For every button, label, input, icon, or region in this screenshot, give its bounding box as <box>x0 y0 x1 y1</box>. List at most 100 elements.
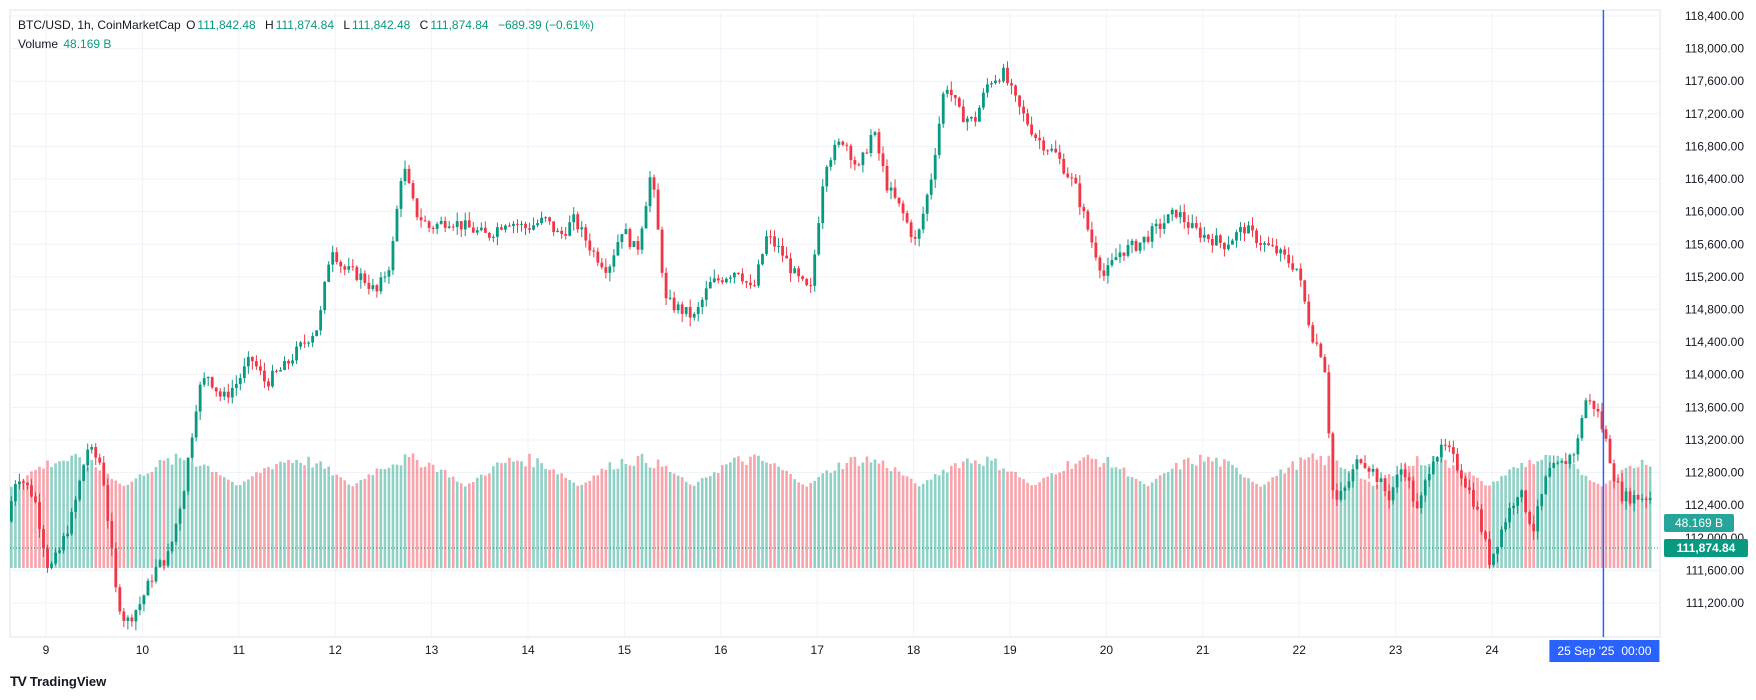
candle[interactable] <box>78 480 82 500</box>
candle[interactable] <box>945 89 949 94</box>
candle[interactable] <box>1435 456 1439 462</box>
candle[interactable] <box>1480 509 1483 532</box>
candle[interactable] <box>323 281 327 311</box>
candle[interactable] <box>118 587 122 612</box>
candle[interactable] <box>1419 495 1423 509</box>
candle[interactable] <box>921 213 925 230</box>
candle[interactable] <box>250 356 254 362</box>
candle[interactable] <box>817 223 821 255</box>
candle[interactable] <box>1383 478 1387 492</box>
candle[interactable] <box>773 236 776 247</box>
candle[interactable] <box>263 370 266 382</box>
candle[interactable] <box>1299 268 1303 281</box>
candle[interactable] <box>214 387 218 392</box>
candle[interactable] <box>592 250 596 252</box>
candle[interactable] <box>303 342 306 344</box>
candle[interactable] <box>58 550 61 553</box>
candle[interactable] <box>1186 222 1190 228</box>
candle[interactable] <box>379 277 383 292</box>
candle[interactable] <box>1399 469 1403 475</box>
candle[interactable] <box>837 141 841 145</box>
candle[interactable] <box>9 501 13 522</box>
candle[interactable] <box>1323 356 1327 373</box>
candle[interactable] <box>291 360 294 364</box>
candle[interactable] <box>1371 468 1375 472</box>
candle[interactable] <box>745 281 748 283</box>
candle[interactable] <box>624 229 628 235</box>
candle[interactable] <box>38 501 41 529</box>
candle[interactable] <box>1114 257 1118 261</box>
candle[interactable] <box>1150 226 1154 242</box>
candle[interactable] <box>150 580 154 582</box>
candle[interactable] <box>411 183 415 199</box>
candle[interactable] <box>905 213 909 223</box>
candle[interactable] <box>18 481 21 485</box>
candle[interactable] <box>990 83 993 85</box>
candle[interactable] <box>1206 234 1210 240</box>
candle[interactable] <box>873 132 877 135</box>
candle[interactable] <box>700 299 704 308</box>
candle[interactable] <box>568 222 572 236</box>
candle[interactable] <box>841 141 845 145</box>
candle[interactable] <box>1054 148 1058 153</box>
candle[interactable] <box>1218 235 1222 243</box>
candle[interactable] <box>1343 487 1347 491</box>
candle[interactable] <box>110 521 114 549</box>
candle[interactable] <box>395 208 399 242</box>
candle[interactable] <box>973 117 977 122</box>
candle[interactable] <box>134 610 138 622</box>
candle[interactable] <box>1472 489 1475 507</box>
candle[interactable] <box>761 254 764 265</box>
candle[interactable] <box>1194 223 1198 228</box>
candle[interactable] <box>1182 212 1186 223</box>
candle[interactable] <box>283 360 286 371</box>
candle[interactable] <box>933 154 937 180</box>
candle[interactable] <box>479 227 483 231</box>
candle[interactable] <box>1034 134 1038 139</box>
candle[interactable] <box>1178 212 1182 218</box>
candle[interactable] <box>1227 244 1230 250</box>
candle[interactable] <box>1504 522 1507 530</box>
candle[interactable] <box>893 187 897 198</box>
candle[interactable] <box>644 206 648 229</box>
candle[interactable] <box>1512 505 1516 509</box>
candle[interactable] <box>1520 490 1524 498</box>
candle[interactable] <box>648 177 652 207</box>
candle[interactable] <box>1600 411 1604 430</box>
candle[interactable] <box>1335 490 1339 500</box>
candle[interactable] <box>917 229 921 239</box>
candle[interactable] <box>1235 232 1238 241</box>
candle[interactable] <box>138 604 142 611</box>
candle[interactable] <box>1162 223 1166 229</box>
candle[interactable] <box>604 267 608 273</box>
candle[interactable] <box>451 226 455 228</box>
candle[interactable] <box>54 552 57 564</box>
candle[interactable] <box>90 447 94 450</box>
candle[interactable] <box>1500 529 1503 547</box>
candle[interactable] <box>351 266 355 268</box>
candle[interactable] <box>1455 453 1459 471</box>
candle[interactable] <box>455 221 459 228</box>
candle[interactable] <box>1022 106 1025 114</box>
candle[interactable] <box>1279 249 1283 254</box>
candle[interactable] <box>1492 553 1495 565</box>
candle[interactable] <box>1102 270 1106 276</box>
candle[interactable] <box>1154 223 1158 227</box>
candle[interactable] <box>439 220 443 224</box>
candle[interactable] <box>463 220 467 230</box>
candle[interactable] <box>459 221 463 230</box>
candle[interactable] <box>1411 480 1415 502</box>
candle[interactable] <box>684 306 688 314</box>
candle[interactable] <box>1347 481 1351 488</box>
candle[interactable] <box>98 457 102 463</box>
candle[interactable] <box>548 217 552 222</box>
candle[interactable] <box>668 297 672 299</box>
candle[interactable] <box>1616 481 1620 483</box>
candle[interactable] <box>1632 494 1636 504</box>
candle[interactable] <box>1042 140 1046 151</box>
candle[interactable] <box>869 134 873 153</box>
candle[interactable] <box>805 279 809 286</box>
candle[interactable] <box>861 152 865 166</box>
candle[interactable] <box>1508 508 1511 523</box>
candle[interactable] <box>616 242 620 256</box>
